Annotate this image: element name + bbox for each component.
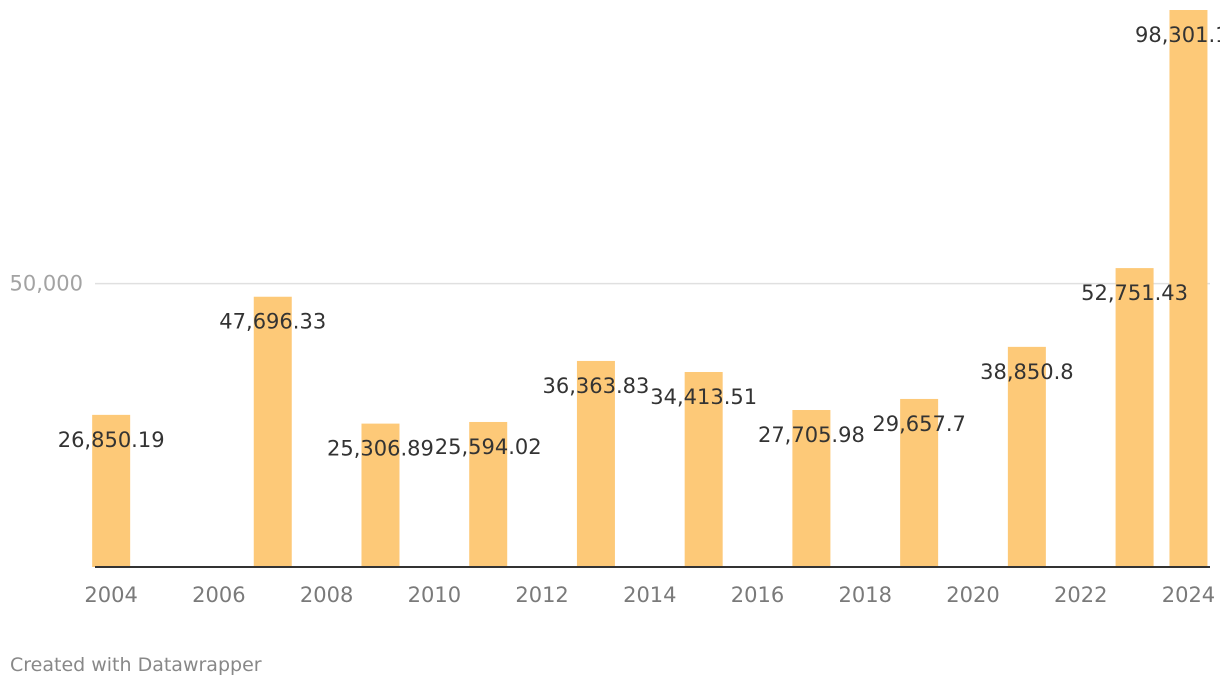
bar: [1007, 346, 1046, 567]
value-label: 98,301.16: [1135, 23, 1220, 47]
value-label: 47,696.33: [219, 310, 326, 334]
x-tick-label: 2022: [1054, 583, 1107, 607]
bar: [792, 410, 831, 567]
x-tick-label: 2018: [839, 583, 892, 607]
x-tick-label: 2020: [946, 583, 999, 607]
x-axis-ticks: 2004 2006 2008 2010 2012 2014 2016 2018 2020 2022…: [84, 583, 1215, 607]
x-tick-label: 2006: [192, 583, 245, 607]
y-tick-label: 50,000: [10, 272, 83, 296]
x-tick-label: 2014: [623, 583, 676, 607]
bar: [361, 423, 400, 567]
datawrapper-credit: Created with Datawrapper: [10, 654, 262, 676]
value-label: 26,850.19: [58, 428, 165, 452]
bar: [469, 421, 508, 567]
value-label: 25,306.89: [327, 437, 434, 461]
bar: [1169, 10, 1208, 567]
bar: [1115, 268, 1154, 567]
value-label: 38,850.8: [980, 360, 1074, 384]
bar: [900, 398, 939, 567]
value-label: 27,705.98: [758, 423, 865, 447]
value-label: 36,363.83: [542, 374, 649, 398]
value-label: 34,413.51: [650, 385, 757, 409]
value-label: 52,751.43: [1081, 281, 1188, 305]
x-tick-label: 2010: [408, 583, 461, 607]
x-tick-label: 2016: [731, 583, 784, 607]
bar: [684, 372, 723, 567]
value-labels: 26,850.19 47,696.33 25,306.89 25,594.02 36,3…: [58, 23, 1220, 461]
gridlines: 50,000: [10, 272, 1210, 296]
bar: [92, 414, 131, 567]
bars: [92, 10, 1208, 567]
x-tick-label: 2012: [515, 583, 568, 607]
value-label: 29,657.7: [872, 412, 966, 436]
x-tick-label: 2004: [84, 583, 137, 607]
value-label: 25,594.02: [435, 435, 542, 459]
x-tick-label: 2008: [300, 583, 353, 607]
x-tick-label: 2024: [1162, 583, 1215, 607]
bar: [253, 296, 292, 567]
bar: [576, 360, 615, 567]
